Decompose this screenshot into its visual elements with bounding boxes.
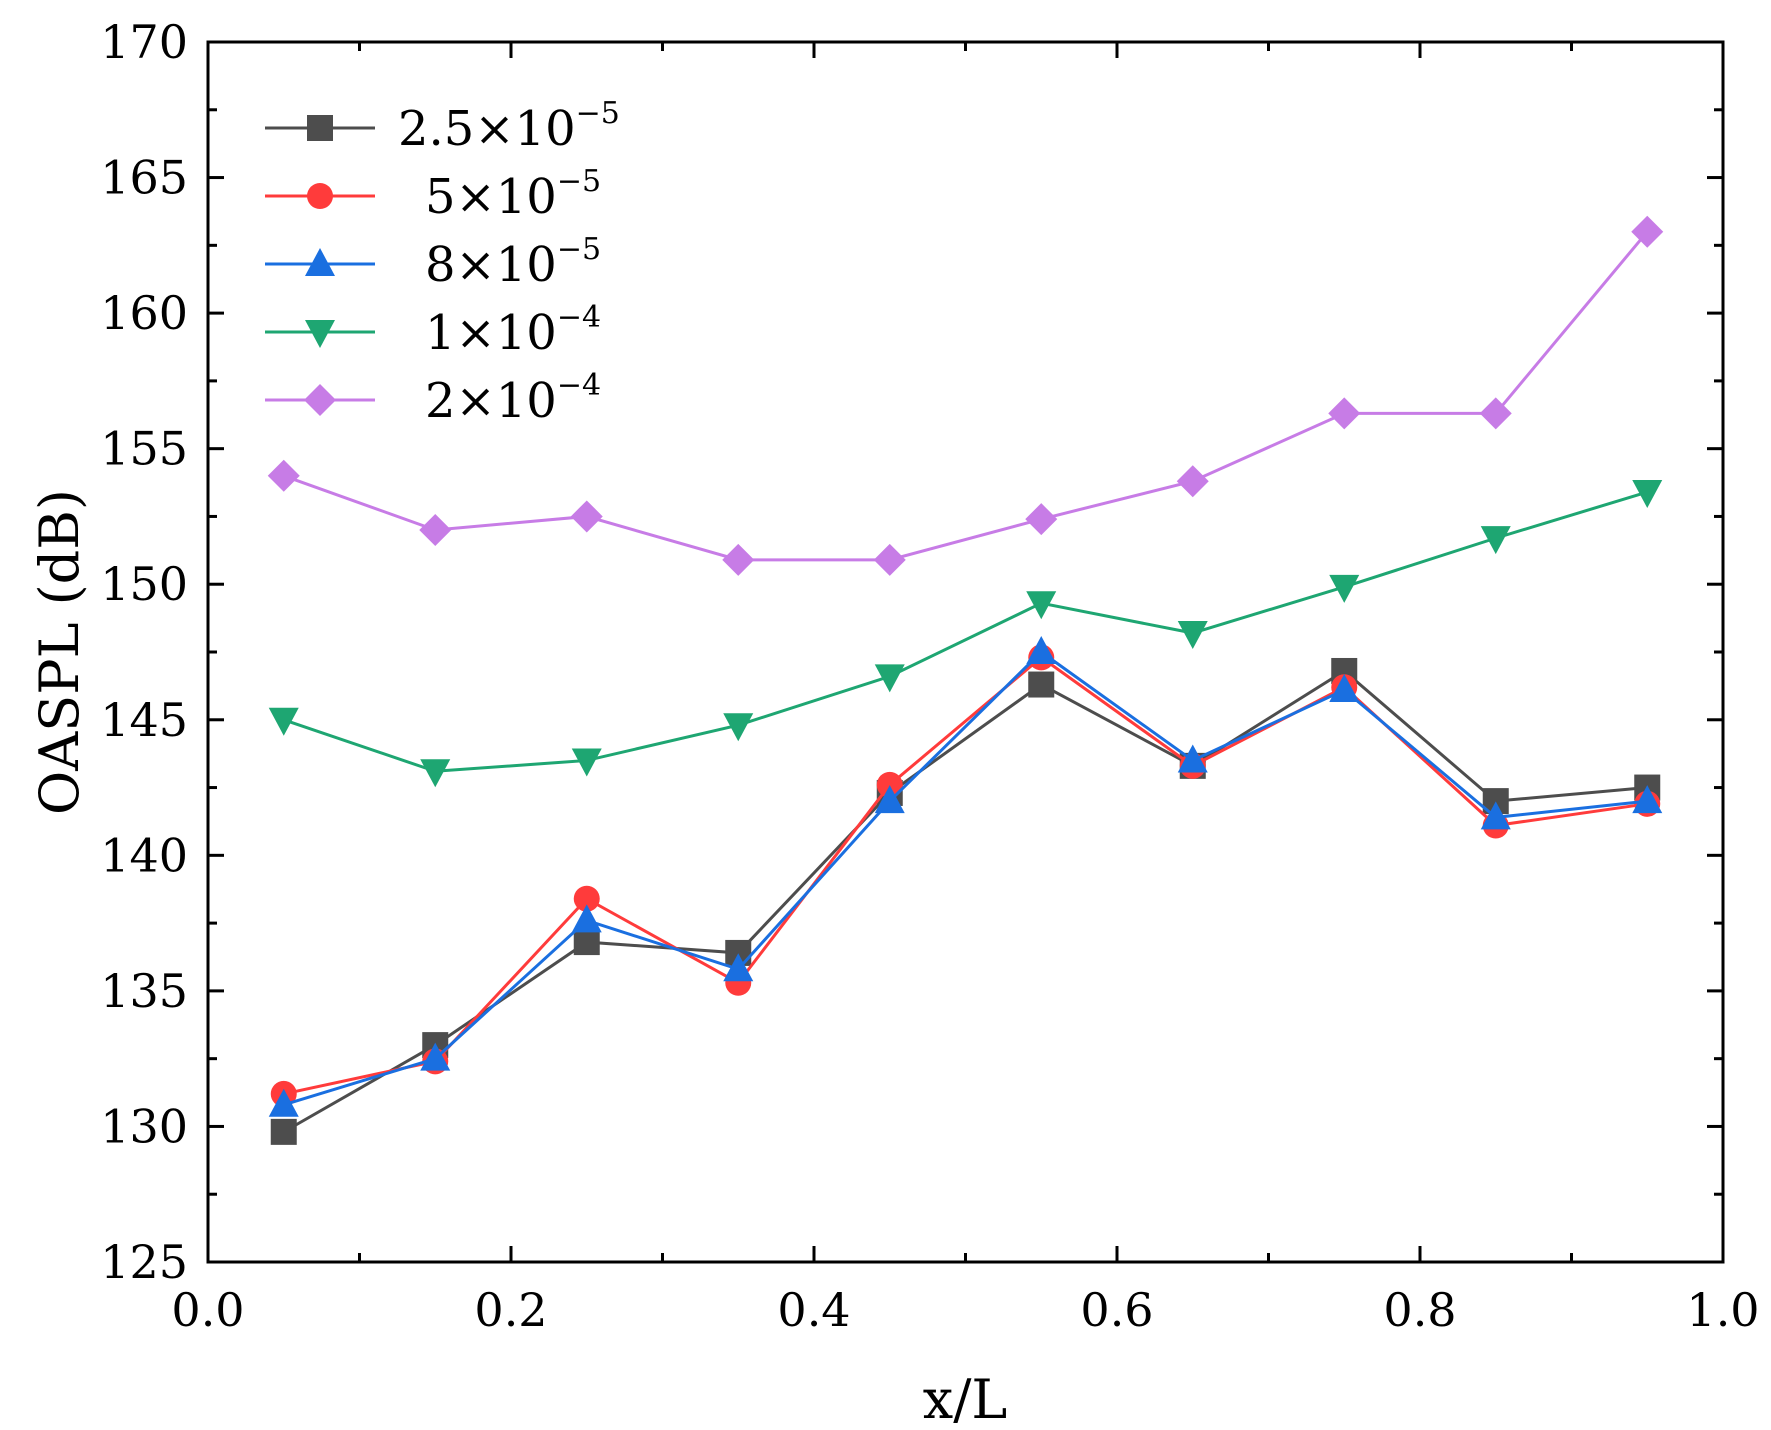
- legend-label: 2.5×10−5: [398, 96, 620, 157]
- x-tick-label: 1.0: [1686, 1283, 1759, 1337]
- data-point: [1026, 636, 1057, 664]
- y-tick-label: 140: [100, 828, 188, 882]
- y-tick-label: 170: [100, 15, 188, 69]
- series-line: [283, 669, 1648, 1134]
- data-point: [573, 885, 600, 912]
- data-point: [876, 771, 903, 798]
- series-3: [268, 636, 1663, 1117]
- legend-label: 8×10−5: [425, 232, 601, 293]
- data-point: [1329, 574, 1360, 603]
- data-point: [723, 713, 754, 742]
- data-point: [873, 543, 906, 576]
- series-1: [270, 657, 1661, 1145]
- data-point: [1026, 591, 1057, 620]
- legend: 2.5×10−5 5×10−5 8×10−5 1×10−4 2×10−4: [265, 96, 620, 429]
- y-tick-label: 165: [100, 151, 188, 205]
- y-tick-label: 150: [100, 557, 188, 611]
- series-4: [268, 480, 1663, 788]
- y-tick-label: 160: [100, 286, 188, 340]
- axis-ticks: [206, 40, 1725, 1264]
- data-point: [571, 904, 602, 933]
- x-tick-label: 0.0: [171, 1283, 244, 1337]
- x-axis-label: x/L: [923, 1368, 1008, 1430]
- y-tick-label: 145: [100, 693, 188, 747]
- series-5: [267, 215, 1664, 576]
- legend-item: 2×10−4: [265, 368, 601, 429]
- legend-label: 2×10−4: [425, 368, 601, 429]
- series-line: [283, 230, 1649, 562]
- legend-label: 5×10−5: [425, 164, 601, 225]
- data-point: [1329, 673, 1360, 702]
- x-tick-label: 0.4: [777, 1283, 850, 1337]
- data-point: [1632, 785, 1663, 814]
- data-point: [1480, 801, 1511, 830]
- data-point: [1177, 744, 1208, 773]
- legend-marker: [305, 320, 335, 348]
- y-tick-label: 155: [100, 422, 188, 476]
- x-tick-label: 0.2: [474, 1283, 547, 1337]
- data-point: [571, 748, 602, 777]
- series-line: [283, 490, 1648, 773]
- plot-frame: [206, 40, 1725, 1264]
- legend-item: 8×10−5: [265, 232, 601, 293]
- data-point: [1328, 397, 1361, 430]
- legend-marker: [307, 115, 333, 141]
- data-point: [723, 953, 754, 982]
- data-point: [268, 707, 299, 736]
- data-point: [1025, 503, 1058, 536]
- series-layer: [267, 215, 1664, 1145]
- series-line: [283, 655, 1648, 1096]
- y-tick-label: 130: [100, 1099, 188, 1153]
- data-point: [1631, 215, 1664, 248]
- data-point: [573, 929, 600, 956]
- legend-item: 2.5×10−5: [265, 96, 620, 157]
- legend-label: 1×10−4: [425, 300, 601, 361]
- y-tick-label: 135: [100, 964, 188, 1018]
- y-axis-label: OASPL (dB): [28, 489, 91, 815]
- y-tick-label: 125: [100, 1235, 188, 1289]
- data-point: [722, 543, 755, 576]
- legend-marker: [305, 248, 335, 276]
- data-point: [1176, 465, 1209, 498]
- legend-marker: [304, 384, 336, 416]
- legend-item: 5×10−5: [265, 164, 601, 225]
- x-tick-label: 0.6: [1080, 1283, 1153, 1337]
- data-point: [1479, 397, 1512, 430]
- data-point: [267, 459, 300, 492]
- series-line: [283, 650, 1648, 1107]
- legend-marker: [307, 183, 333, 209]
- data-point: [1632, 480, 1663, 509]
- data-point: [268, 1088, 299, 1117]
- data-point: [420, 759, 451, 788]
- data-point: [420, 1042, 451, 1071]
- data-point: [570, 500, 603, 533]
- data-point: [874, 785, 905, 814]
- x-tick-label: 0.8: [1383, 1283, 1456, 1337]
- data-point: [419, 514, 452, 546]
- data-point: [1177, 621, 1208, 650]
- series-2: [270, 644, 1661, 1107]
- data-point: [874, 664, 905, 693]
- legend-item: 1×10−4: [265, 300, 601, 361]
- data-point: [1028, 671, 1055, 698]
- data-point: [1480, 526, 1511, 555]
- data-point: [270, 1118, 297, 1145]
- axis-tick-labels: 0.0 0.2 0.4 0.6 0.8 1.0 125 130 135 140 145 150 155 1…: [100, 15, 1759, 1337]
